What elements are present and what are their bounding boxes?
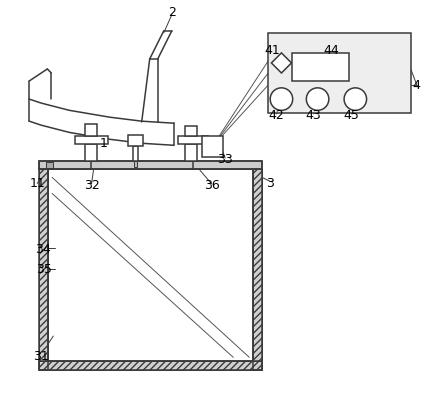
Text: 44: 44 (323, 44, 339, 57)
Bar (39, 160, 262, 169)
Text: 34: 34 (36, 243, 51, 256)
Circle shape (270, 88, 293, 110)
Bar (85, 124, 97, 137)
Bar (292, 53, 349, 81)
Text: 42: 42 (268, 109, 284, 122)
Bar (85, 143, 97, 160)
Bar (134, 161, 137, 167)
Text: 43: 43 (305, 109, 321, 122)
Bar (185, 143, 197, 160)
Polygon shape (271, 53, 291, 73)
Text: 32: 32 (83, 179, 99, 192)
Text: 11: 11 (29, 177, 45, 190)
Bar (133, 146, 138, 160)
Bar (39, 169, 48, 370)
Bar (254, 169, 262, 370)
Bar (39, 361, 262, 370)
Bar (191, 160, 262, 169)
Bar (268, 33, 411, 113)
Text: 1: 1 (99, 137, 107, 150)
Bar (185, 127, 197, 137)
Bar (254, 169, 262, 370)
Bar (75, 137, 107, 143)
Bar (202, 137, 223, 156)
Text: 2: 2 (168, 6, 176, 19)
Bar (39, 169, 48, 370)
Text: 36: 36 (204, 179, 220, 192)
Circle shape (344, 88, 367, 110)
Bar (39, 361, 262, 370)
Text: 41: 41 (264, 44, 280, 57)
Bar (46, 162, 52, 168)
Text: 33: 33 (217, 153, 233, 166)
Bar (39, 160, 94, 169)
Bar (91, 160, 193, 169)
Text: 45: 45 (343, 109, 359, 122)
Text: 3: 3 (266, 177, 274, 190)
Text: 35: 35 (36, 263, 52, 276)
Circle shape (306, 88, 329, 110)
Bar (127, 135, 143, 146)
Text: 4: 4 (413, 79, 421, 91)
Text: 31: 31 (33, 350, 49, 363)
Bar (178, 137, 208, 143)
